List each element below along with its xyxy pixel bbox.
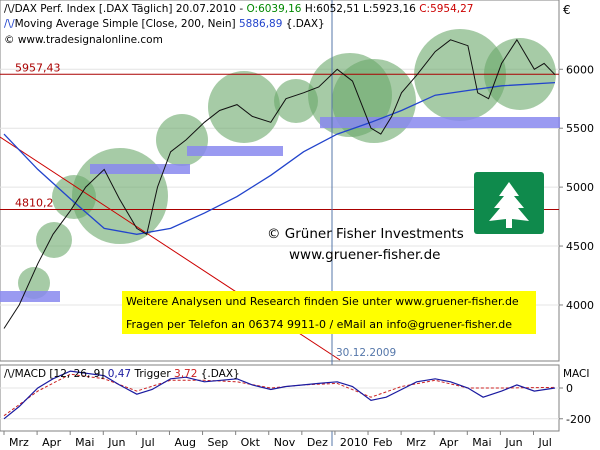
level-label-4810: 4810,2 bbox=[15, 196, 54, 209]
support-band bbox=[90, 164, 190, 174]
x-tick-label: Mrz bbox=[9, 436, 29, 449]
macd-legend-prefix: MACD [12, 26, 9] bbox=[15, 368, 108, 380]
copyright-legend: © www.tradesignalonline.com bbox=[4, 34, 163, 46]
ma-legend-label: Moving Average Simple [Close, 200, Nein] bbox=[15, 18, 239, 30]
macd-y-axis-ticks: 0 -200 bbox=[559, 382, 591, 426]
price-line bbox=[3, 38, 556, 329]
highlight-circle bbox=[414, 29, 506, 121]
x-tick-label: Apr bbox=[439, 436, 459, 449]
support-bands bbox=[0, 117, 560, 302]
x-tick-label: Apr bbox=[42, 436, 62, 449]
legend-close: C:5954,27 bbox=[416, 3, 474, 15]
x-tick-label: Jun bbox=[107, 436, 125, 449]
legend-high: H:6052,51 bbox=[302, 3, 360, 15]
macd-legend: /\/MACD [12, 26, 9] 0,47 Trigger 3,72 {.… bbox=[4, 368, 240, 380]
x-tick-label: Mai bbox=[75, 436, 94, 449]
macd-trigger-value: 3,72 bbox=[174, 368, 197, 380]
x-tick-label: Sep bbox=[208, 436, 229, 449]
ad-line-1: Weitere Analysen und Research finden Sie… bbox=[126, 295, 519, 308]
highlight-circle bbox=[156, 114, 208, 166]
y-axis-ticks: 4000 4500 5000 5500 6000 bbox=[559, 63, 594, 312]
macd-tick-label: -200 bbox=[566, 413, 591, 426]
currency-symbol: € bbox=[563, 3, 571, 17]
macd-line bbox=[3, 370, 556, 420]
highlight-circle bbox=[36, 222, 72, 258]
x-tick-label: Okt bbox=[241, 436, 261, 449]
ma-legend-value: 5886,89 bbox=[239, 18, 282, 30]
price-legend: /\/DAX Perf. Index [.DAX Täglich] 20.07.… bbox=[4, 3, 474, 15]
highlight-circles bbox=[18, 29, 556, 299]
macd-tick-label: 0 bbox=[566, 382, 573, 395]
x-tick-label: Mai bbox=[472, 436, 491, 449]
legend-open: O:6039,16 bbox=[246, 3, 301, 15]
tree-logo-icon bbox=[474, 172, 544, 234]
macd-plot-area bbox=[0, 364, 560, 432]
legend-prefix: DAX Perf. Index [.DAX Täglich] 20.07.201… bbox=[15, 3, 247, 15]
moving-average-line bbox=[3, 81, 556, 235]
y-tick-label: 6000 bbox=[566, 63, 594, 76]
support-band bbox=[0, 291, 60, 302]
y-tick-label: 4000 bbox=[566, 299, 594, 312]
x-tick-label: Jun bbox=[504, 436, 522, 449]
x-tick-label: Feb bbox=[373, 436, 392, 449]
ma-legend: /\/Moving Average Simple [Close, 200, Ne… bbox=[4, 18, 325, 30]
legend-marker-icon: /\/ bbox=[4, 368, 15, 380]
x-tick-label: Jul bbox=[140, 436, 154, 449]
highlight-circle bbox=[274, 79, 318, 123]
legend-marker-icon: /\/ bbox=[4, 18, 15, 30]
x-axis: Mrz Apr Mai Jun Jul Aug Sep Okt Nov Dez 2010 Feb Mrz… bbox=[0, 430, 559, 449]
y-tick-label: 4500 bbox=[566, 240, 594, 253]
level-label-5957: 5957,43 bbox=[15, 61, 61, 74]
macd-legend-suffix: {.DAX} bbox=[197, 368, 239, 380]
macd-title-right: MACI bbox=[563, 368, 590, 380]
support-band bbox=[187, 146, 283, 156]
highlight-circle bbox=[72, 148, 168, 244]
highlight-circle bbox=[208, 71, 280, 143]
watermark-url: www.gruener-fisher.de bbox=[289, 247, 440, 263]
date-marker-label: 30.12.2009 bbox=[336, 347, 396, 359]
legend-low: L:5923,16 bbox=[360, 3, 416, 15]
watermark-title: © Grüner Fisher Investments bbox=[267, 226, 464, 242]
ma-legend-suffix: {.DAX} bbox=[282, 18, 324, 30]
x-tick-label: 2010 bbox=[340, 436, 368, 449]
macd-trigger-label: Trigger bbox=[131, 368, 174, 380]
support-band bbox=[320, 117, 560, 128]
x-tick-label: Mrz bbox=[406, 436, 426, 449]
x-tick-label: Dez bbox=[307, 436, 328, 449]
ad-line-2: Fragen per Telefon an 06374 9911-0 / eMa… bbox=[126, 318, 512, 331]
macd-legend-value: 0,47 bbox=[108, 368, 131, 380]
x-tick-label: Nov bbox=[274, 436, 296, 449]
x-tick-label: Jul bbox=[537, 436, 551, 449]
y-tick-label: 5500 bbox=[566, 122, 594, 135]
x-tick-label: Aug bbox=[174, 436, 195, 449]
legend-marker-icon: /\/ bbox=[4, 3, 15, 15]
trigger-line bbox=[3, 373, 556, 417]
ad-box bbox=[122, 291, 536, 334]
y-tick-label: 5000 bbox=[566, 181, 594, 194]
